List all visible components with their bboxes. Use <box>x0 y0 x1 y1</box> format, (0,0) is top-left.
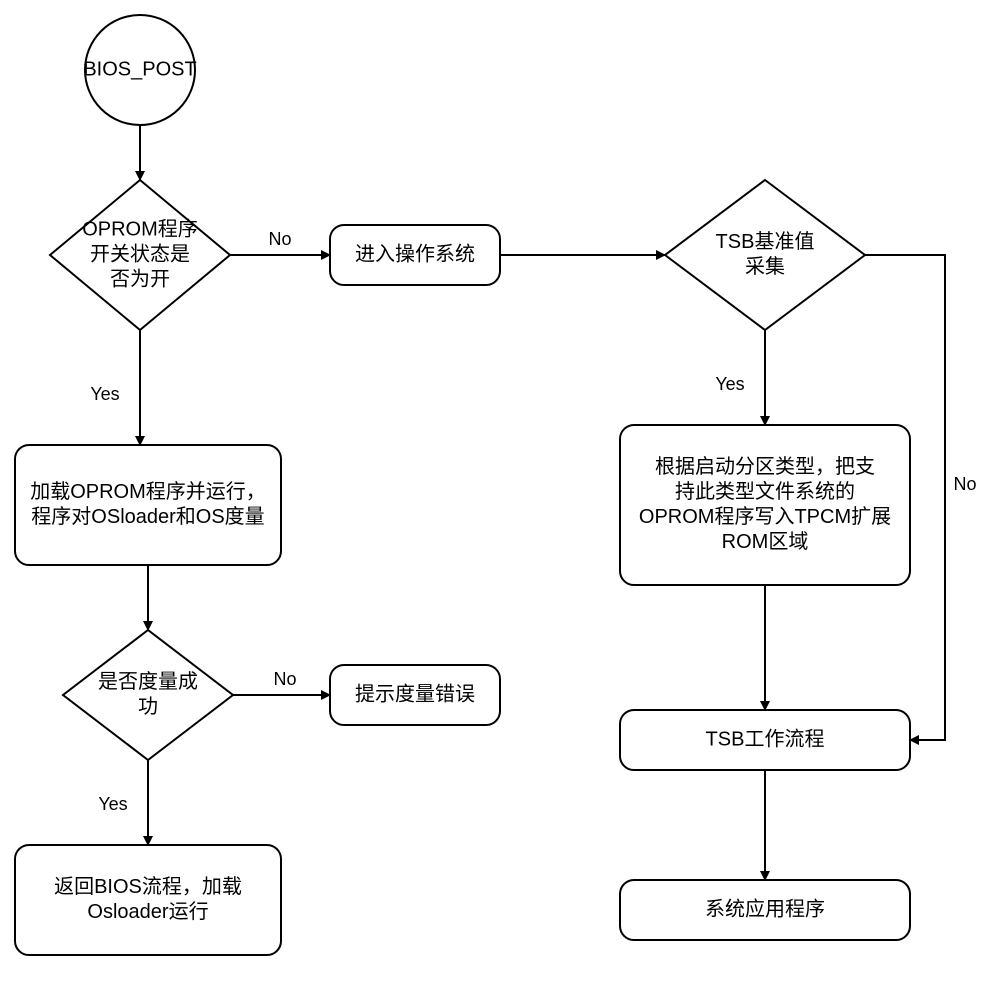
flowchart-canvas: Yes No Yes No No Yes BIOS_POST OPROM程序开关状态是否为开 进… <box>0 0 1000 986</box>
node-write_tpcm-line3: ROM区域 <box>722 530 809 553</box>
edge-label-oprom_switch-load_oprom: Yes <box>90 384 119 404</box>
node-sys_app: 系统应用程序 <box>620 880 910 940</box>
node-return_bios: 返回BIOS流程，加载Osloader运行 <box>15 845 281 955</box>
node-start: BIOS_POST <box>83 15 196 125</box>
node-oprom_switch-line2: 否为开 <box>110 267 170 290</box>
edge-label-tsb_collect-tsb_flow: No <box>953 474 976 494</box>
node-sys_app-line0: 系统应用程序 <box>705 897 825 920</box>
node-oprom_switch-line0: OPROM程序 <box>82 217 198 240</box>
node-oprom_switch: OPROM程序开关状态是否为开 <box>50 180 230 330</box>
edge-label-tsb_collect-write_tpcm: Yes <box>715 374 744 394</box>
node-measure_ok-line1: 功 <box>138 695 158 718</box>
node-write_tpcm-line1: 持此类型文件系统的 <box>675 480 855 503</box>
node-start-line0: BIOS_POST <box>83 58 196 80</box>
node-measure_err: 提示度量错误 <box>330 665 500 725</box>
edge-label-measure_ok-measure_err: No <box>273 669 296 689</box>
node-return_bios-line1: Osloader运行 <box>87 900 208 923</box>
node-write_tpcm-line0: 根据启动分区类型，把支 <box>655 455 875 478</box>
edge-label-oprom_switch-enter_os: No <box>268 229 291 249</box>
node-enter_os-line0: 进入操作系统 <box>355 242 475 265</box>
node-tsb_collect-line0: TSB基准值 <box>716 230 815 253</box>
node-measure_err-line0: 提示度量错误 <box>355 682 475 705</box>
node-load_oprom-line0: 加载OPROM程序并运行， <box>30 480 266 503</box>
node-measure_ok-line0: 是否度量成 <box>98 670 198 693</box>
node-oprom_switch-line1: 开关状态是 <box>90 242 190 265</box>
node-measure_ok: 是否度量成功 <box>63 630 233 760</box>
node-write_tpcm: 根据启动分区类型，把支持此类型文件系统的OPROM程序写入TPCM扩展ROM区域 <box>620 425 910 585</box>
node-enter_os: 进入操作系统 <box>330 225 500 285</box>
node-load_oprom: 加载OPROM程序并运行，程序对OSloader和OS度量 <box>15 445 281 565</box>
edge-label-measure_ok-return_bios: Yes <box>98 794 127 814</box>
node-tsb_collect: TSB基准值采集 <box>665 180 865 330</box>
node-tsb_flow: TSB工作流程 <box>620 710 910 770</box>
node-tsb_flow-line0: TSB工作流程 <box>706 727 825 750</box>
node-tsb_collect-line1: 采集 <box>745 255 785 278</box>
nodes-layer: BIOS_POST OPROM程序开关状态是否为开 进入操作系统 TSB基准值采集加载… <box>15 15 910 955</box>
node-write_tpcm-line2: OPROM程序写入TPCM扩展 <box>639 505 891 528</box>
node-return_bios-line0: 返回BIOS流程，加载 <box>54 875 242 898</box>
node-load_oprom-line1: 程序对OSloader和OS度量 <box>31 505 264 528</box>
